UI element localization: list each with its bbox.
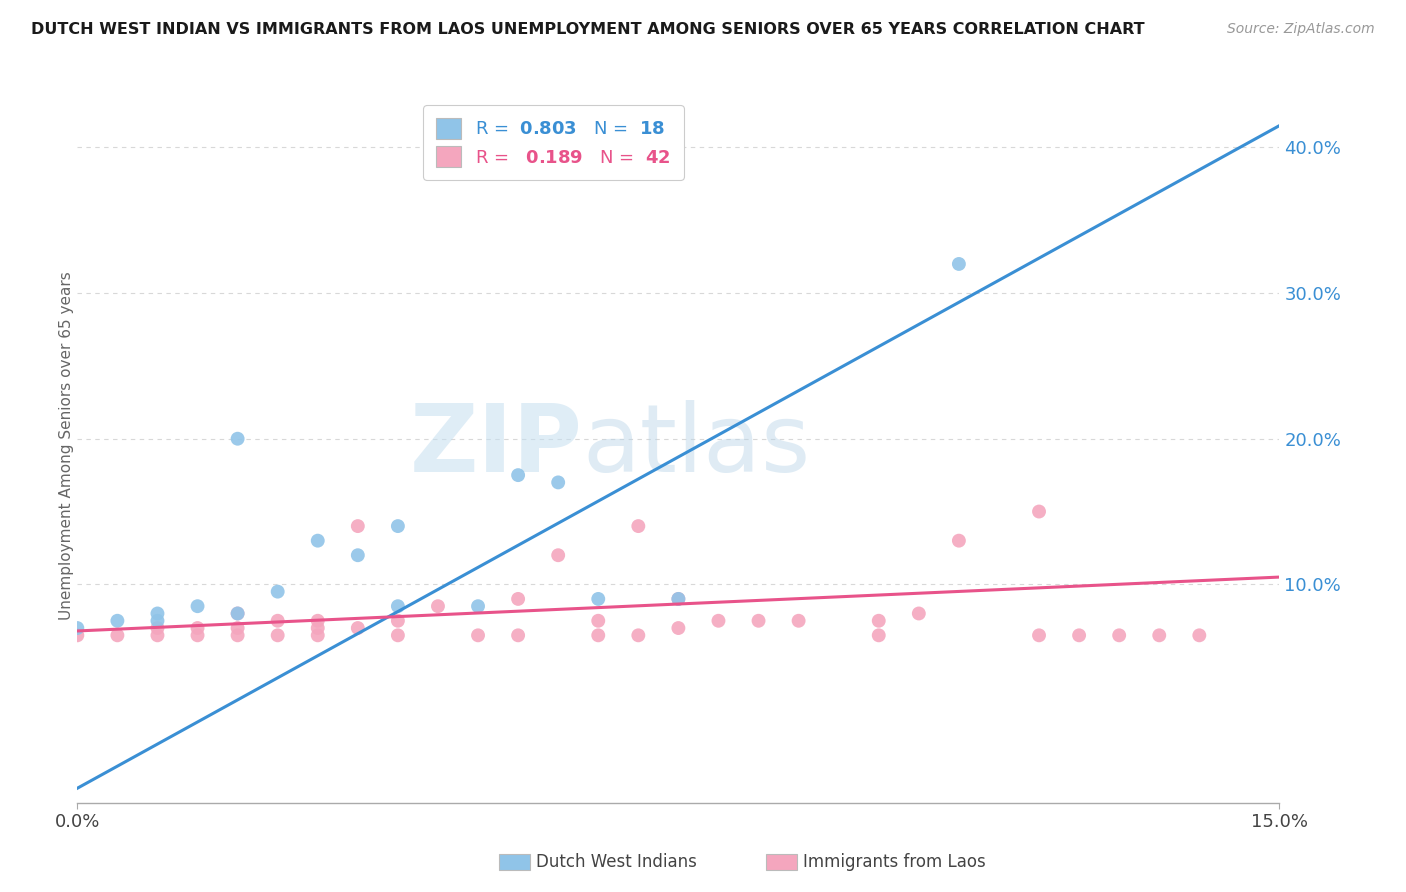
Point [707, 614, 730, 628]
Legend: R =  $\bf{0.803}$   N =  $\bf{18}$, R =   $\bf{0.189}$   N =  $\bf{42}$: R = $\bf{0.803}$ N = $\bf{18}$, R = $\bf… [423, 105, 683, 179]
Point [186, 599, 209, 614]
Point [146, 614, 169, 628]
Point [1069, 628, 1091, 642]
Point [588, 591, 610, 606]
Point [748, 614, 770, 628]
Point [347, 548, 370, 562]
Text: Immigrants from Laos: Immigrants from Laos [803, 853, 986, 871]
Point [508, 468, 530, 483]
Point [467, 628, 489, 642]
Point [107, 614, 129, 628]
Point [627, 519, 650, 533]
Text: ZIP: ZIP [409, 400, 582, 492]
Point [1028, 504, 1050, 518]
Text: atlas: atlas [582, 400, 810, 492]
Point [387, 614, 409, 628]
Point [948, 257, 970, 271]
Text: Dutch West Indians: Dutch West Indians [536, 853, 696, 871]
Point [668, 591, 690, 606]
Point [1149, 628, 1171, 642]
Point [387, 599, 409, 614]
Point [588, 614, 610, 628]
Point [547, 548, 569, 562]
Text: Source: ZipAtlas.com: Source: ZipAtlas.com [1227, 22, 1375, 37]
Point [107, 628, 129, 642]
Point [146, 607, 169, 621]
Point [1188, 628, 1211, 642]
Point [307, 614, 329, 628]
Point [547, 475, 569, 490]
Point [427, 599, 450, 614]
Y-axis label: Unemployment Among Seniors over 65 years: Unemployment Among Seniors over 65 years [59, 272, 73, 620]
Point [307, 628, 329, 642]
Point [668, 621, 690, 635]
Point [467, 599, 489, 614]
Point [948, 533, 970, 548]
Point [66, 628, 89, 642]
Point [226, 607, 249, 621]
Point [226, 628, 249, 642]
Point [226, 432, 249, 446]
Point [267, 628, 290, 642]
Point [226, 621, 249, 635]
Point [66, 621, 89, 635]
Point [347, 621, 370, 635]
Point [588, 628, 610, 642]
Text: DUTCH WEST INDIAN VS IMMIGRANTS FROM LAOS UNEMPLOYMENT AMONG SENIORS OVER 65 YEA: DUTCH WEST INDIAN VS IMMIGRANTS FROM LAO… [31, 22, 1144, 37]
Point [186, 621, 209, 635]
Point [508, 628, 530, 642]
Point [347, 519, 370, 533]
Point [1108, 628, 1130, 642]
Point [267, 614, 290, 628]
Point [226, 607, 249, 621]
Point [868, 614, 890, 628]
Point [387, 628, 409, 642]
Point [267, 584, 290, 599]
Point [1028, 628, 1050, 642]
Point [627, 628, 650, 642]
Point [307, 533, 329, 548]
Point [787, 614, 810, 628]
Point [668, 591, 690, 606]
Point [186, 628, 209, 642]
Point [146, 628, 169, 642]
Point [508, 591, 530, 606]
Point [908, 607, 931, 621]
Point [146, 621, 169, 635]
Point [307, 621, 329, 635]
Point [868, 628, 890, 642]
Point [387, 519, 409, 533]
